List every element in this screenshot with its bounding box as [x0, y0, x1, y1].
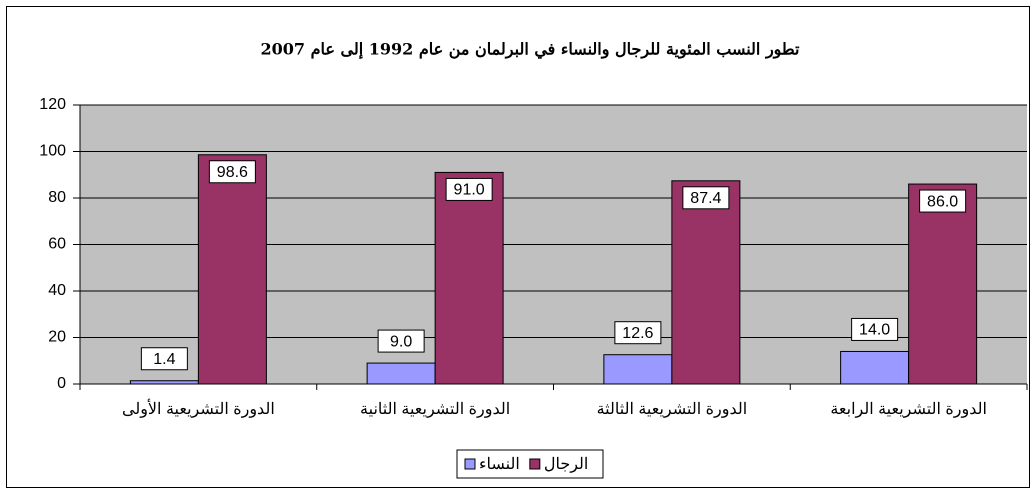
value-label: 9.0	[390, 333, 412, 350]
value-label-box	[682, 186, 730, 210]
x-tick-label: الدورة التشريعية الثانية	[360, 401, 510, 418]
value-label-box	[851, 317, 899, 341]
bar	[840, 350, 910, 385]
value-label-box	[445, 177, 493, 201]
y-tick-label: 60	[48, 236, 66, 253]
value-label-box	[919, 189, 967, 213]
y-tick-label: 20	[48, 329, 66, 346]
bar	[366, 362, 436, 385]
bar	[603, 354, 673, 385]
legend-label: النساء	[479, 456, 520, 473]
y-tick-label: 80	[48, 189, 66, 206]
value-label: 98.6	[217, 164, 248, 181]
y-tick-label: 40	[48, 282, 66, 299]
value-label-box	[377, 329, 425, 353]
bar	[671, 180, 741, 385]
value-label: 12.6	[622, 325, 653, 342]
y-tick-label: 100	[39, 143, 66, 160]
x-tick-label: الدورة التشريعية الأولى	[122, 399, 275, 418]
y-tick-label: 120	[39, 96, 66, 113]
bar	[908, 183, 978, 385]
x-tick-label: الدورة التشريعية الرابعة	[830, 401, 987, 418]
value-label: 14.0	[859, 322, 890, 339]
bar	[129, 380, 199, 385]
value-label: 91.0	[454, 182, 485, 199]
x-tick-label: الدورة التشريعية الثالثة	[597, 401, 748, 418]
chart-title: تطور النسب المئوية للرجال والنساء في الب…	[260, 40, 800, 60]
value-label-box	[140, 347, 188, 371]
value-label: 86.0	[927, 193, 958, 210]
legend-swatch	[529, 458, 541, 470]
legend-label: الرجال	[544, 456, 589, 473]
value-label: 87.4	[690, 190, 721, 207]
legend-swatch	[464, 458, 476, 470]
value-label-box	[614, 321, 662, 345]
value-label-box	[208, 160, 256, 184]
bar	[197, 154, 267, 385]
bar	[434, 171, 504, 385]
y-tick-label: 0	[57, 375, 66, 392]
value-label: 1.4	[153, 351, 175, 368]
